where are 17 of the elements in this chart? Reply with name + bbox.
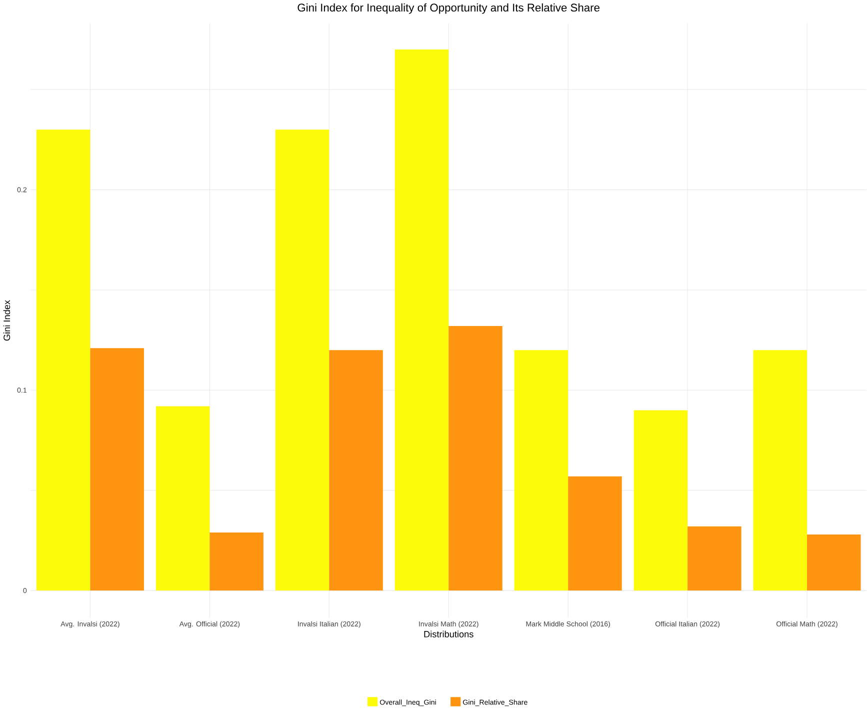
bar — [688, 526, 742, 590]
y-axis-title: Gini Index — [3, 300, 10, 340]
bar — [514, 350, 568, 590]
bar — [568, 476, 622, 590]
chart-title: Gini Index for Inequality of Opportunity and Its Relative Share — [298, 3, 600, 14]
bar — [156, 406, 210, 590]
x-axis-title: Distributions — [424, 630, 474, 638]
bar — [36, 130, 90, 590]
bar — [807, 534, 861, 590]
bar — [329, 350, 383, 590]
bar — [634, 410, 688, 590]
bar — [394, 49, 449, 590]
bar — [90, 348, 144, 590]
bar — [275, 130, 330, 590]
bar — [210, 532, 264, 590]
bar — [448, 326, 502, 590]
bar — [753, 350, 808, 590]
